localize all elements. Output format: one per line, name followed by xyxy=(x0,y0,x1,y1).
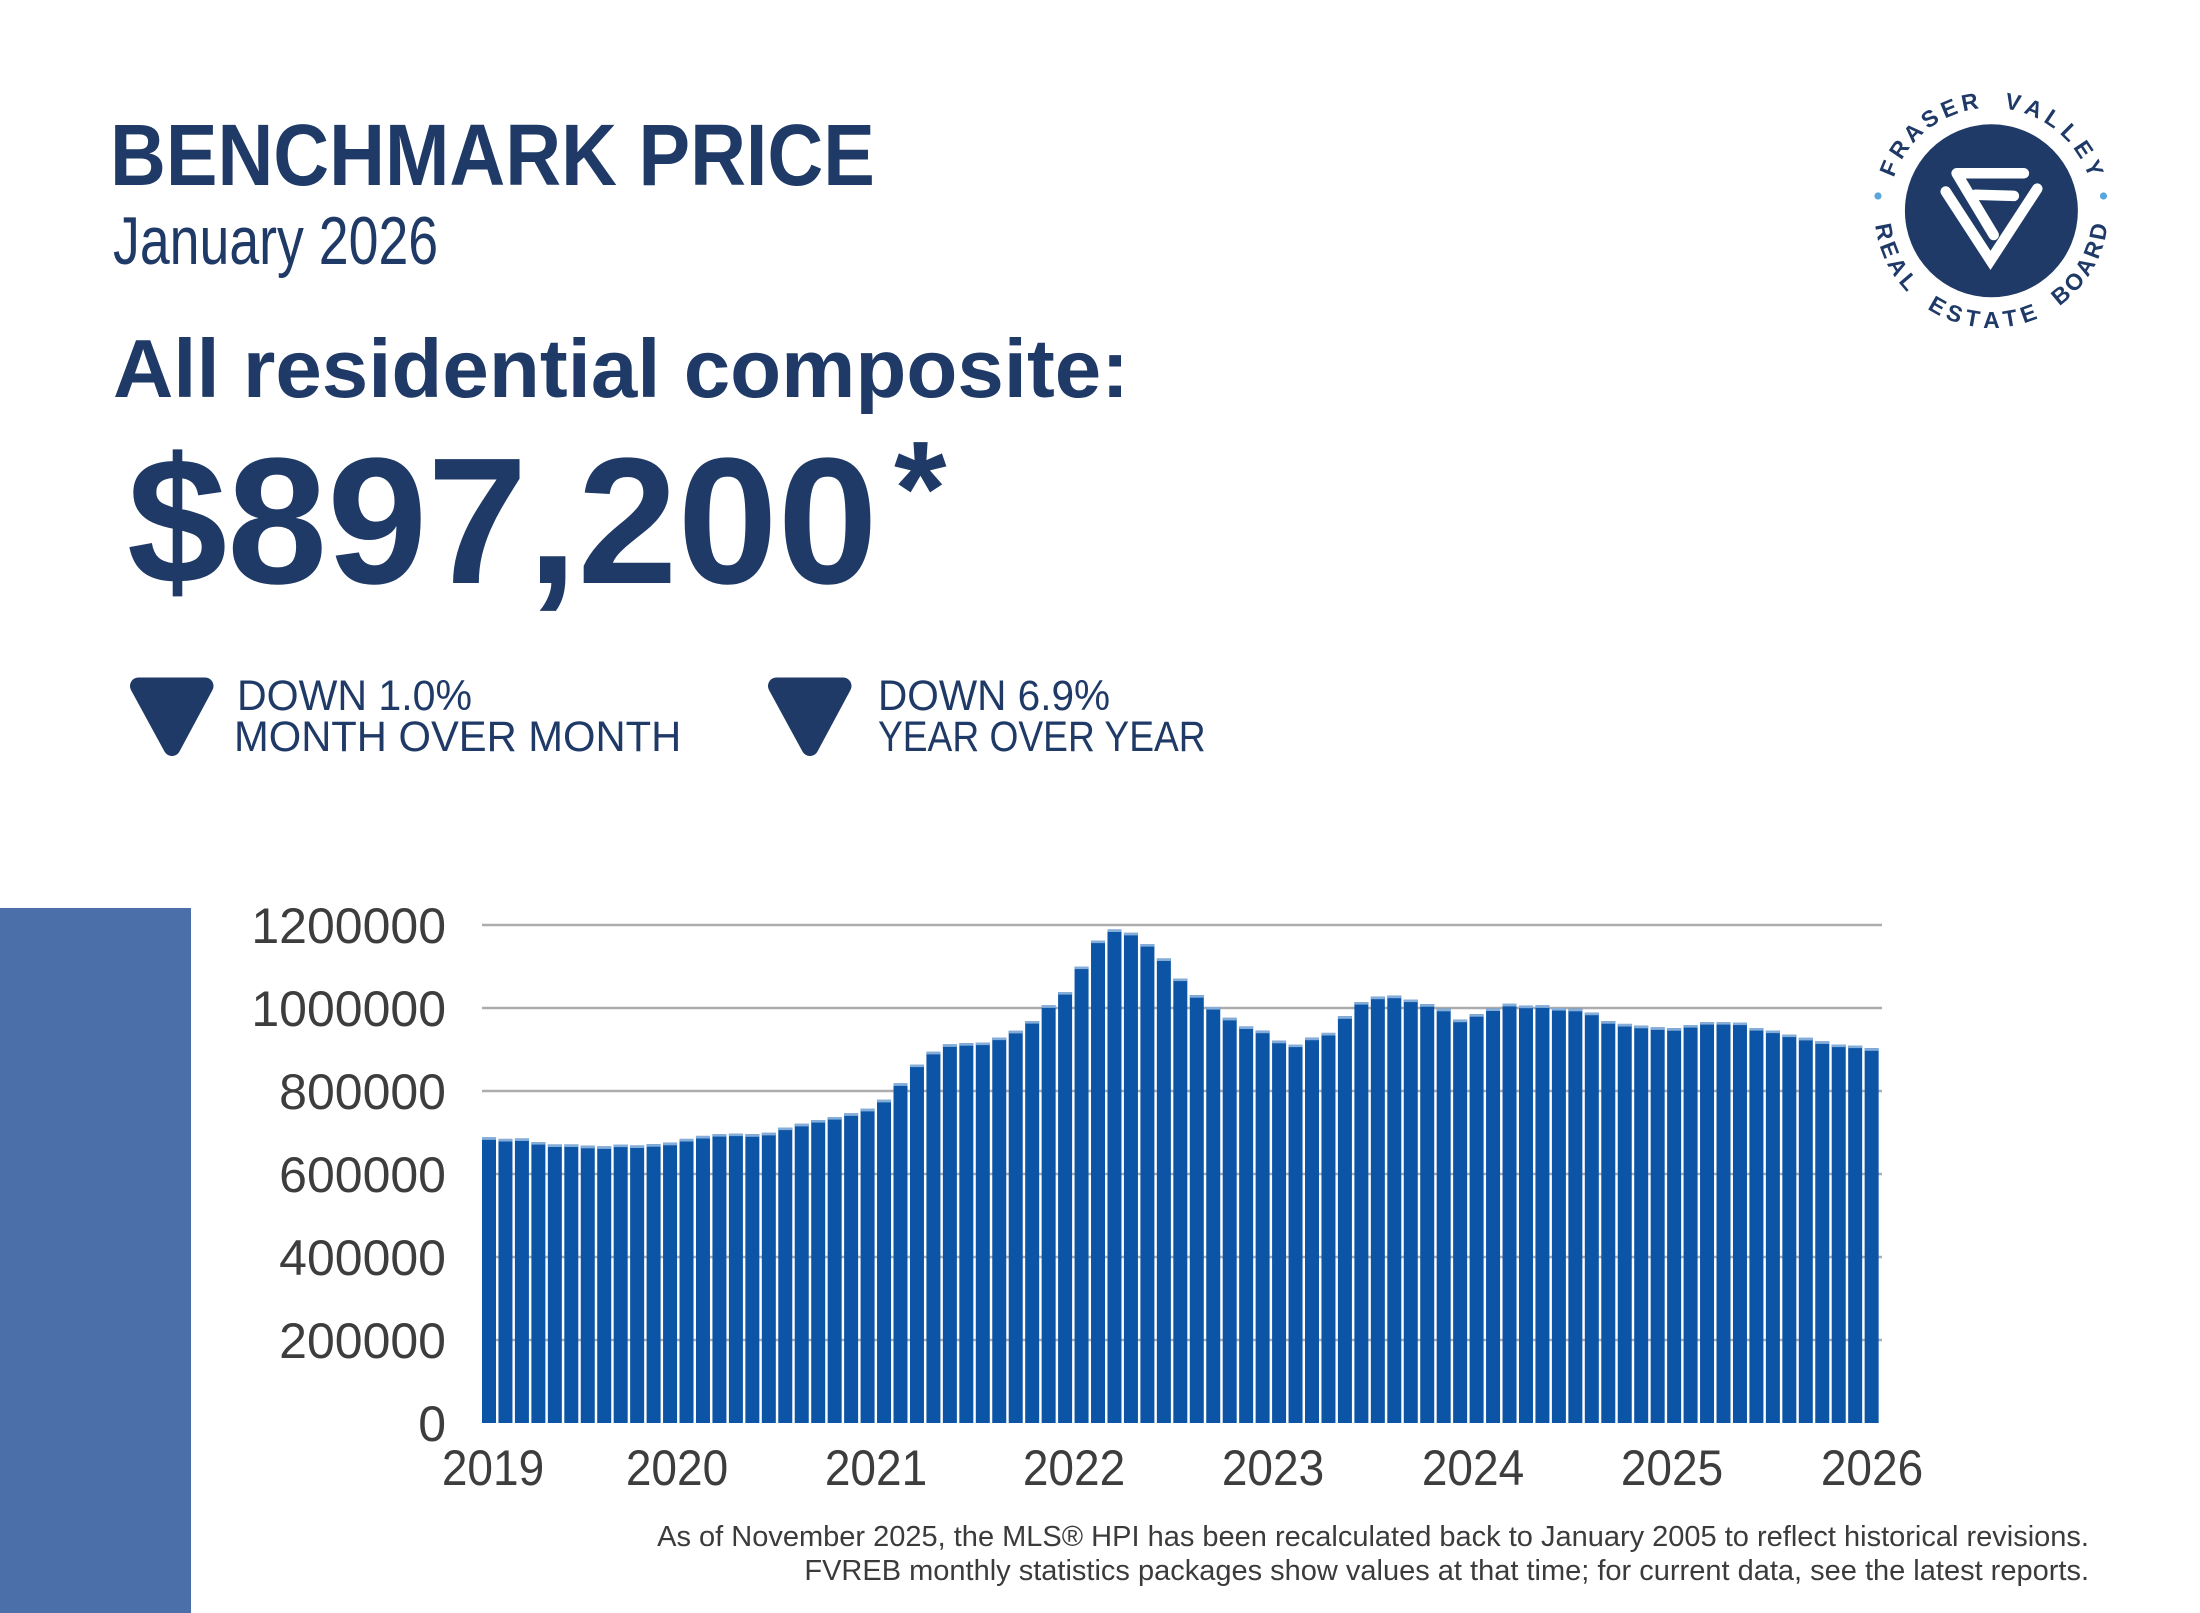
svg-text:V: V xyxy=(2003,88,2024,117)
svg-text:A: A xyxy=(2021,93,2046,123)
svg-text:R: R xyxy=(1870,221,1899,243)
svg-text:T: T xyxy=(1964,304,1982,332)
svg-text:T: T xyxy=(2001,304,2019,332)
svg-text:A: A xyxy=(1983,307,2000,333)
svg-text:D: D xyxy=(2084,221,2113,242)
svg-text:E: E xyxy=(2069,136,2099,163)
svg-text:Y: Y xyxy=(2079,156,2109,180)
svg-text:R: R xyxy=(1959,87,1981,116)
svg-text:E: E xyxy=(2017,299,2040,329)
svg-text:E: E xyxy=(1937,93,1961,123)
